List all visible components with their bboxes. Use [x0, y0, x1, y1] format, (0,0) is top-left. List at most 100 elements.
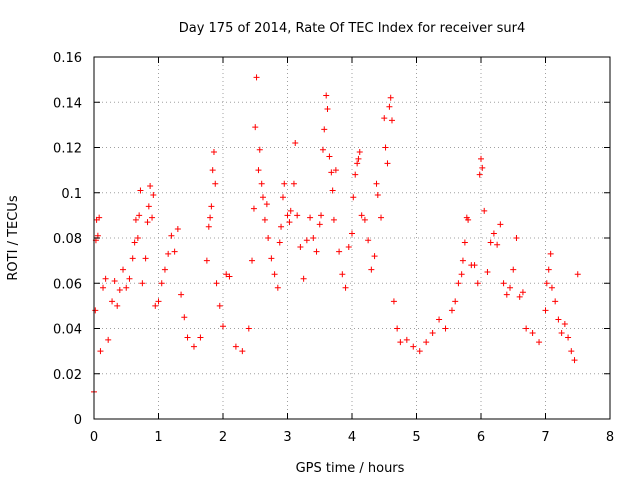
data-point — [207, 214, 214, 221]
data-point — [155, 298, 162, 305]
data-point — [386, 103, 393, 110]
data-point — [416, 348, 423, 355]
data-point — [152, 302, 159, 309]
data-point — [279, 194, 286, 201]
data-point — [171, 248, 178, 255]
data-point — [543, 280, 550, 287]
data-point — [490, 230, 497, 237]
data-point — [256, 146, 263, 153]
data-point — [487, 239, 494, 246]
data-point — [174, 225, 181, 232]
x-tick-label: 6 — [477, 430, 485, 445]
data-point — [368, 266, 375, 273]
data-point — [318, 212, 325, 219]
data-point — [142, 255, 149, 262]
data-point — [507, 284, 514, 291]
data-point — [203, 257, 210, 264]
data-point — [181, 314, 188, 321]
data-point — [109, 298, 116, 305]
data-point — [474, 280, 481, 287]
y-tick-label: 0.12 — [53, 142, 82, 157]
y-tick-labels: 0 0.02 0.04 0.06 0.08 0.1 0.12 0.14 0.16 — [53, 51, 82, 428]
data-point — [436, 316, 443, 323]
data-point — [552, 298, 559, 305]
data-point — [494, 241, 501, 248]
data-point — [574, 271, 581, 278]
data-point — [329, 187, 336, 194]
data-point — [561, 320, 568, 327]
data-point — [536, 339, 543, 346]
data-point — [345, 244, 352, 251]
data-point — [286, 219, 293, 226]
data-point — [548, 284, 555, 291]
data-point — [261, 216, 268, 223]
data-point — [212, 180, 219, 187]
data-point — [452, 298, 459, 305]
data-point — [287, 207, 294, 214]
data-point — [307, 214, 314, 221]
data-point — [123, 284, 130, 291]
data-point — [216, 302, 223, 309]
data-point — [461, 239, 468, 246]
data-point — [223, 271, 230, 278]
data-point — [365, 237, 372, 244]
data-point — [158, 280, 165, 287]
data-point — [303, 237, 310, 244]
data-point — [523, 325, 530, 332]
data-point — [131, 239, 138, 246]
data-point — [328, 169, 335, 176]
data-point — [210, 149, 217, 156]
data-point — [129, 255, 136, 262]
data-point — [253, 74, 260, 81]
data-point — [513, 235, 520, 241]
data-point — [265, 235, 272, 241]
data-point — [132, 216, 139, 223]
data-point — [134, 235, 141, 241]
data-point — [465, 216, 472, 223]
data-point — [497, 221, 504, 228]
data-point — [205, 223, 212, 230]
data-point — [271, 271, 278, 278]
data-point — [259, 194, 266, 201]
data-point — [516, 293, 523, 300]
data-point — [503, 291, 510, 298]
data-point — [382, 144, 389, 151]
data-point — [336, 248, 343, 255]
data-point — [545, 266, 552, 273]
x-tick-label: 3 — [283, 430, 291, 445]
data-point — [356, 149, 363, 156]
data-point — [448, 307, 455, 314]
data-point — [500, 280, 507, 287]
data-point — [126, 275, 133, 282]
data-point — [178, 291, 185, 298]
y-tick-label: 0.1 — [61, 187, 82, 202]
data-point — [342, 284, 349, 291]
data-point — [105, 336, 112, 343]
data-point — [92, 307, 99, 314]
y-tick-label: 0.04 — [53, 323, 82, 338]
data-point — [161, 266, 168, 273]
data-point — [410, 343, 417, 350]
axis-ticks — [93, 56, 611, 420]
x-tick-label: 7 — [541, 430, 549, 445]
data-point — [373, 180, 380, 187]
data-point — [571, 357, 578, 364]
y-tick-label: 0.16 — [53, 51, 82, 66]
data-point — [245, 325, 252, 332]
y-tick-label: 0.14 — [53, 96, 82, 111]
data-point — [139, 280, 146, 287]
data-point — [274, 284, 281, 291]
data-point — [252, 124, 259, 131]
data-point — [213, 280, 220, 287]
data-point — [394, 325, 401, 332]
data-point — [324, 106, 331, 113]
x-tick-label: 8 — [606, 430, 614, 445]
data-point — [387, 94, 394, 101]
data-point — [220, 323, 226, 330]
data-point — [339, 271, 346, 278]
data-point — [403, 336, 410, 343]
data-point — [263, 201, 270, 208]
data-point — [321, 126, 328, 133]
data-point — [519, 289, 526, 296]
data-point — [284, 212, 291, 219]
